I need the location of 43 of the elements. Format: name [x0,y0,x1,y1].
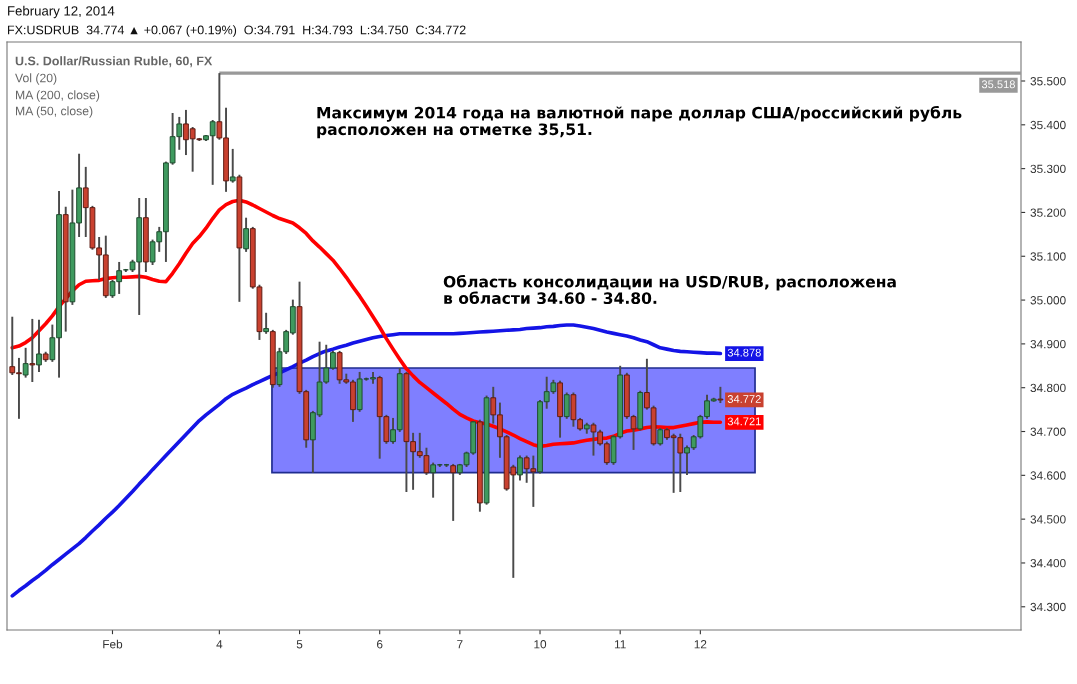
y-tick-label: 34.500 [1030,515,1066,524]
y-tick-label: 35.400 [1030,120,1066,130]
text: 34.772 [727,395,761,403]
x-tick-label: 4 [216,640,223,649]
candlestick [450,462,457,522]
y-tick-label: 34.300 [1030,602,1066,612]
annotation: Максимум 2014 года на валютной паре доллар США/российский рубль расположен на отметке 35,51. [317,106,962,139]
y-tick-label: 35.300 [1030,164,1066,174]
x-tick-label: 5 [296,640,303,649]
x-tick-label: 11 [614,640,626,649]
candlestick [229,147,236,184]
annotation: MA (50, close) [16,106,93,118]
candlestick [243,216,249,253]
y-tick-label: 35.000 [1030,296,1066,305]
x-tick-label: 7 [457,640,463,649]
y-tick-label: 35.100 [1030,252,1066,261]
x-tick-label: 10 [534,640,547,649]
candlestick [517,454,523,482]
data-label: 34.721 [727,417,761,426]
candlestick [263,311,270,335]
text: FX:USDRUB 34.774 ▲ +0.067 (+0.19%) O:34.791 H:34.793 L:34.750 C:34.772 [8,25,466,37]
y-tick-label: 35.200 [1030,208,1066,217]
annotation: Vol (20) [15,73,57,85]
y-tick-label: 35.500 [1030,77,1066,86]
y-tick-label: 34.400 [1030,559,1066,568]
y-tick-label: 34.700 [1030,427,1066,436]
line-series [10,323,723,598]
x-tick-label: Feb [103,639,123,649]
candlestick [29,317,36,383]
candlestick [36,318,42,373]
x-tick-label: 12 [694,640,707,649]
y-tick-label: 34.900 [1030,339,1066,349]
candlestick [563,391,570,420]
annotation: MA (200, close) [16,90,100,102]
ref-line-label: 35.518 [981,80,1015,89]
y-tick-label: 34.600 [1030,471,1066,480]
x-tick-label: 6 [377,640,383,649]
text: U.S. Dollar/Russian Ruble, 60, FX [15,56,213,68]
y-tick-label: 34.800 [1030,383,1066,393]
annotation: Область консолидации на USD/RUB, расположена в области 34.60 - 34.80. [443,275,896,305]
text: February 12, 2014 [8,5,115,19]
data-label: 34.878 [727,348,761,357]
candlestick [22,346,29,379]
